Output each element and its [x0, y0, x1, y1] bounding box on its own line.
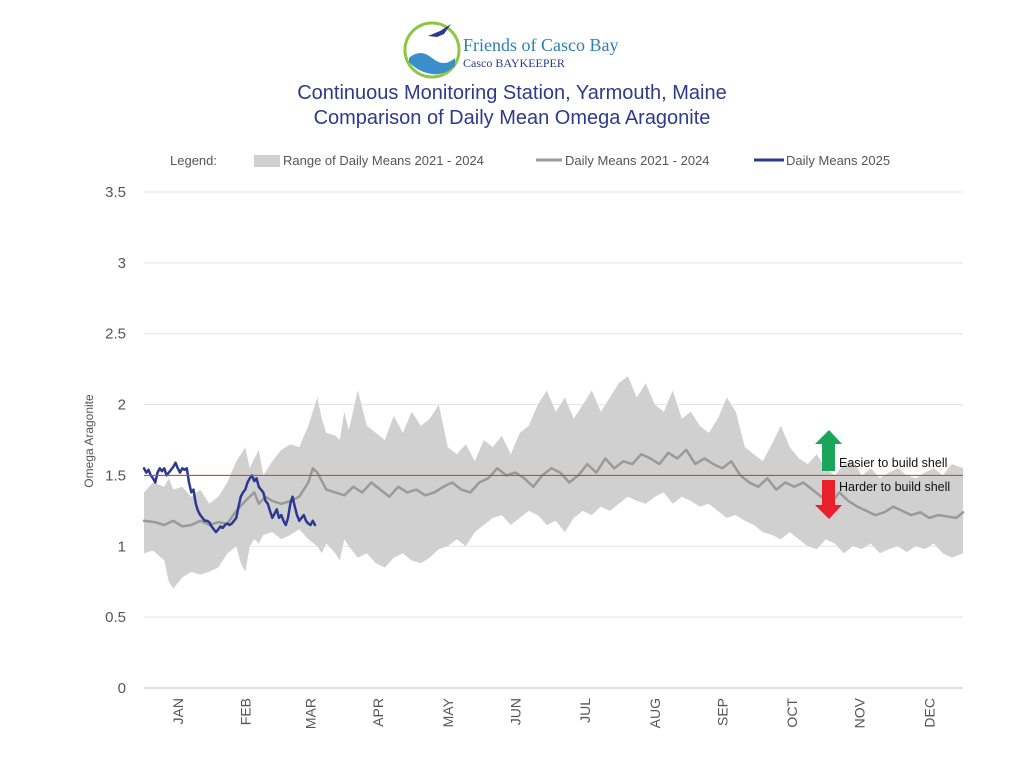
legend-swatch-range: [254, 155, 280, 167]
y-tick-label: 1.5: [105, 467, 126, 484]
y-tick-label: 1: [118, 538, 126, 555]
y-tick-label: 2: [118, 397, 126, 414]
logo-wave: [409, 53, 455, 75]
y-tick-label: 2.5: [105, 326, 126, 343]
legend-label-range: Range of Daily Means 2021 - 2024: [283, 153, 484, 168]
x-tick-label-sep: SEP: [714, 698, 730, 726]
easier-arrow-icon: [815, 430, 842, 471]
series-line-2025: [142, 461, 317, 534]
logo: Friends of Casco Bay Casco BAYKEEPER: [403, 21, 618, 79]
legend: Legend: Range of Daily Means 2021 - 2024…: [170, 153, 890, 168]
range-band-layer: [144, 376, 963, 589]
x-tick-label-jan: JAN: [170, 698, 186, 724]
y-tick-label: 3: [118, 255, 126, 272]
x-tick-label-may: MAY: [440, 697, 456, 727]
range-band-area: [144, 376, 963, 589]
chart-title-line2: Comparison of Daily Mean Omega Aragonite: [314, 107, 711, 129]
x-tick-label-aug: AUG: [647, 698, 663, 728]
x-tick-label-dec: DEC: [921, 698, 937, 728]
x-tick-label-jul: JUL: [577, 698, 593, 723]
y-axis-label: Omega Aragonite: [82, 394, 96, 488]
legend-label-current: Daily Means 2025: [786, 153, 890, 168]
annotation-easier: Easier to build shell: [839, 456, 947, 470]
x-tick-labels: JAN FEB MAR APR MAY JUN JUL AUG SEP OCT NOV DEC: [170, 697, 937, 729]
legend-title: Legend:: [170, 153, 217, 168]
x-tick-label-feb: FEB: [237, 698, 253, 725]
logo-org-name: Friends of Casco Bay: [463, 35, 618, 55]
x-tick-label-mar: MAR: [303, 698, 319, 729]
x-tick-label-oct: OCT: [784, 698, 800, 728]
y-tick-label: 0: [118, 680, 126, 697]
x-tick-label-nov: NOV: [852, 697, 868, 728]
y-tick-label: 3.5: [105, 184, 126, 201]
y-tick-labels: 0 0.5 1 1.5 2 2.5 3 3.5: [105, 184, 126, 697]
logo-bird-icon: [428, 24, 451, 37]
y-tick-label: 0.5: [105, 609, 126, 626]
legend-label-historic: Daily Means 2021 - 2024: [565, 153, 710, 168]
x-tick-label-jun: JUN: [507, 698, 523, 725]
logo-program: Casco BAYKEEPER: [463, 56, 565, 70]
harder-arrow-icon: [815, 480, 842, 519]
chart-title-line1: Continuous Monitoring Station, Yarmouth,…: [297, 82, 727, 104]
x-tick-label-apr: APR: [370, 698, 386, 727]
annotation-harder: Harder to build shell: [839, 480, 950, 494]
